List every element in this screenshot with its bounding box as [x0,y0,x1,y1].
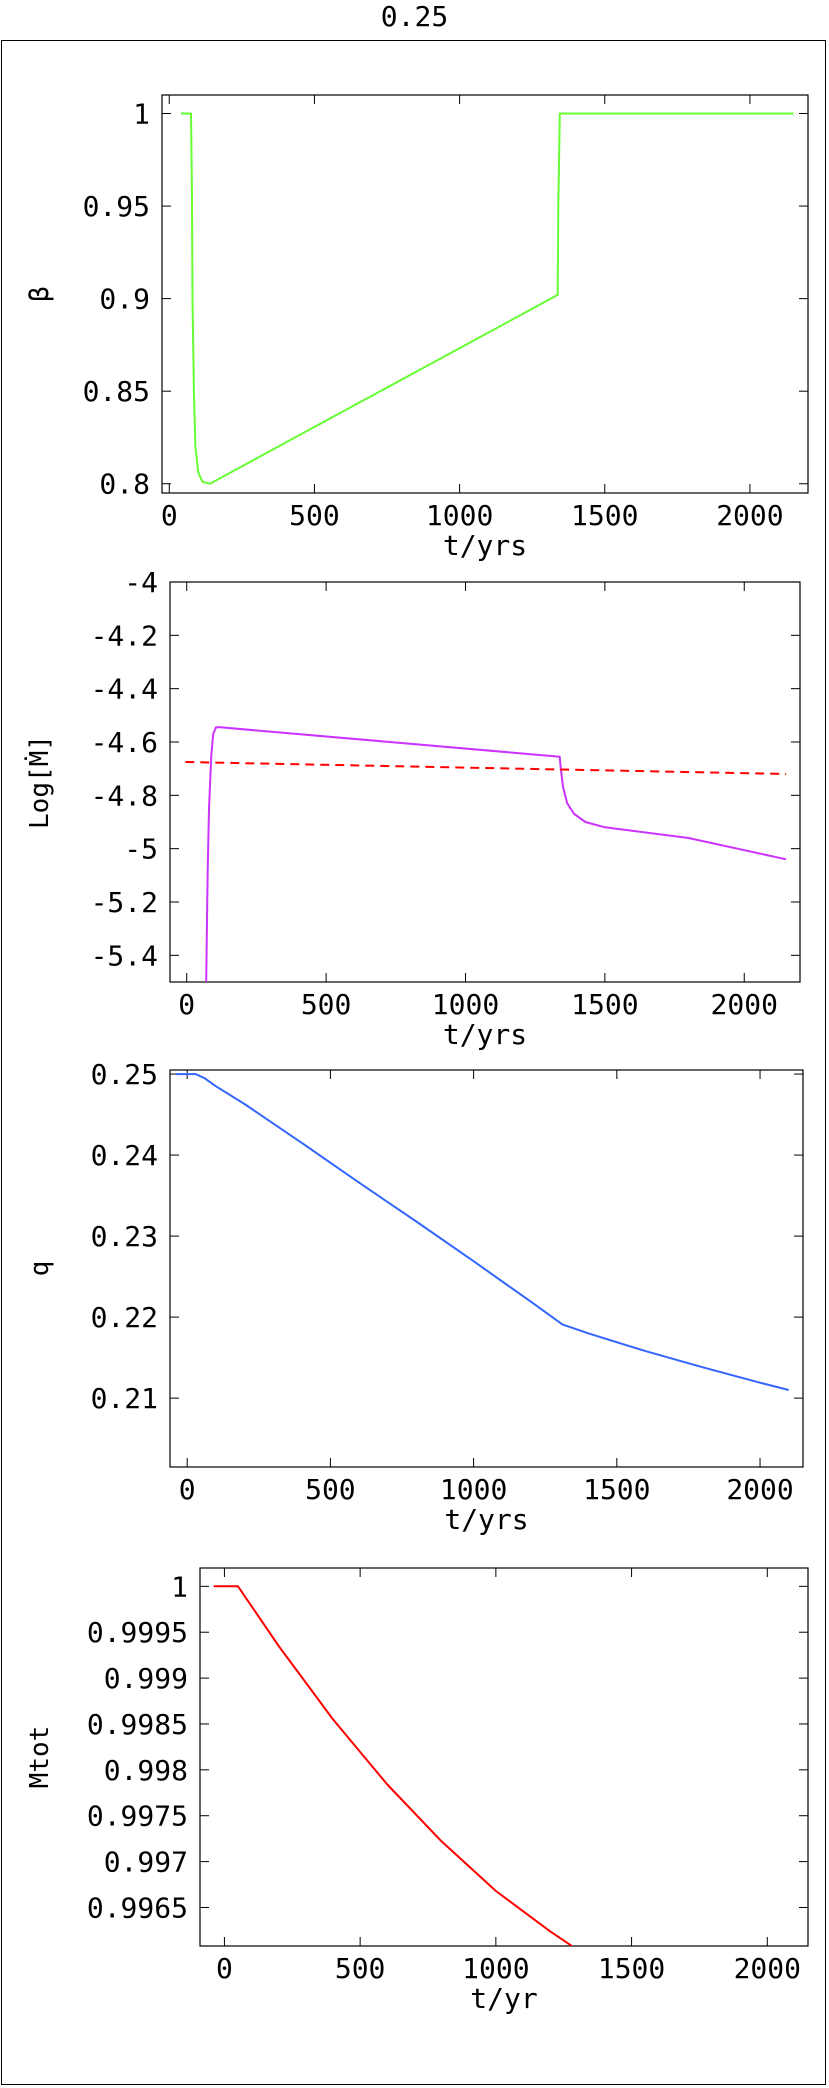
y-axis-label: β [25,286,55,302]
x-tick-label: 1500 [571,988,638,1021]
y-tick-label: 1 [133,98,150,131]
series-line-2 [185,761,787,775]
x-tick-label: 1000 [426,499,493,532]
y-tick-label: 0.95 [83,190,150,223]
x-tick-label: 2000 [716,499,783,532]
y-axis-label: Mtot [25,1726,55,1789]
x-tick-label: 0 [216,1952,233,1985]
y-tick-label: 0.9975 [87,1800,188,1833]
plot-frame [169,1069,804,1468]
y-tick-label: 0.999 [104,1662,188,1695]
y-tick-label: 0.25 [91,1058,158,1091]
chart-2: 0 500 1000 1500 2000 -5.4 -5.2 -5 -4.8 -4.6 -4.4 -4… [23,566,801,1051]
x-tick-label: 1000 [462,1952,529,1985]
y-tick-label: -4.6 [91,726,158,759]
x-axis-label: t/yr [470,1982,537,2015]
plot-frame [161,94,809,494]
y-tick-label: 0.21 [91,1382,158,1415]
y-tick-label: 0.24 [91,1139,158,1172]
x-tick-label: 0 [178,988,195,1021]
y-tick-label: 0.9985 [87,1708,188,1741]
plot-frame [199,1567,809,1947]
x-tick-label: 500 [335,1952,386,1985]
y-axis-label: q [25,1261,55,1277]
plot-frame [169,581,801,983]
x-tick-label: 500 [305,1473,356,1506]
x-tick-label: 1000 [440,1473,507,1506]
x-tick-label: 1500 [571,499,638,532]
y-tick-label: -5.2 [91,886,158,919]
x-axis-label: t/yrs [443,1018,527,1051]
y-tick-label: 0.85 [83,375,150,408]
x-tick-label: 1500 [598,1952,665,1985]
x-tick-label: 0 [161,499,178,532]
y-tick-label: 0.9 [99,283,150,316]
figure-title: 0.25 [380,0,449,33]
x-tick-label: 2000 [734,1952,801,1985]
x-tick-label: 2000 [726,1473,793,1506]
y-tick-label: 0.22 [91,1301,158,1334]
y-tick-label: 0.8 [99,468,150,501]
y-axis-label: Log[Ṁ] [23,735,55,829]
series-line-1 [175,1073,789,1391]
y-tick-label: -4 [124,566,158,599]
x-tick-label: 0 [179,1473,196,1506]
series-line-1 [180,112,794,485]
y-tick-label: 0.23 [91,1220,158,1253]
y-tick-label: 0.998 [104,1754,188,1787]
y-tick-label: 0.997 [104,1846,188,1879]
x-tick-label: 2000 [711,988,778,1021]
figure-frame [1,40,826,2085]
y-tick-label: -5.4 [91,939,158,972]
x-tick-label: 500 [289,499,340,532]
x-axis-label: t/yrs [444,1503,528,1536]
chart-1: 0 500 1000 1500 2000 0.8 0.85 0.9 0.95 1 t/yrs β [25,94,809,562]
series-line-1 [213,1585,574,1946]
y-tick-label: -5 [124,833,158,866]
series-line-1 [205,726,787,982]
y-tick-label: -4.8 [91,779,158,812]
x-tick-label: 1000 [432,988,499,1021]
x-axis-label: t/yrs [443,529,527,562]
y-tick-label: -4.4 [91,673,158,706]
y-tick-label: -4.2 [91,619,158,652]
y-tick-label: 0.9965 [87,1891,188,1924]
chart-3: 0 500 1000 1500 2000 0.21 0.22 0.23 0.24 0.25 t/yr… [25,1058,804,1536]
y-tick-label: 1 [171,1570,188,1603]
x-tick-label: 1500 [583,1473,650,1506]
chart-4: 0 500 1000 1500 2000 0.9965 0.997 0.9975 0.998 0.… [25,1567,809,2015]
x-tick-label: 500 [301,988,352,1021]
y-tick-label: 0.9995 [87,1616,188,1649]
